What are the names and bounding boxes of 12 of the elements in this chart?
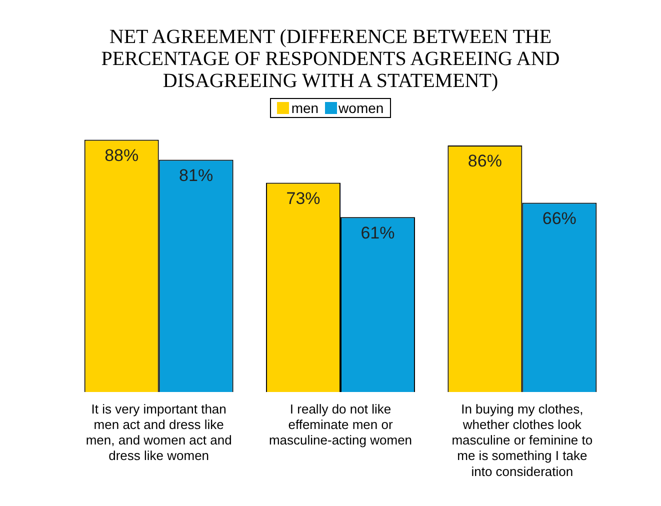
data-label: 73% xyxy=(286,188,320,208)
x-tick-label: In buying my clothes, whether clothes look masculine or feminine to me is something I take into consideration xyxy=(452,401,593,479)
data-label: 81% xyxy=(179,166,214,185)
data-label: 61% xyxy=(360,223,395,242)
legend-label: women xyxy=(338,100,384,116)
legend-label: men xyxy=(291,100,319,116)
chart-title: NET AGREEMENT (DIFFERENCE BETWEEN THE PERCENTAGE OF RESPONDENTS AGREEING AND DISAGREEING WITH A STATEMENT) xyxy=(100,25,561,94)
x-tick-label: It is very important than men act and dress like men, and women act and dress like women xyxy=(86,401,232,464)
data-label: 66% xyxy=(542,208,576,228)
data-label: 86% xyxy=(468,152,502,171)
data-label: 88% xyxy=(104,146,139,165)
x-tick-label: I really do not like effeminate men or masculine-acting women xyxy=(268,401,412,448)
